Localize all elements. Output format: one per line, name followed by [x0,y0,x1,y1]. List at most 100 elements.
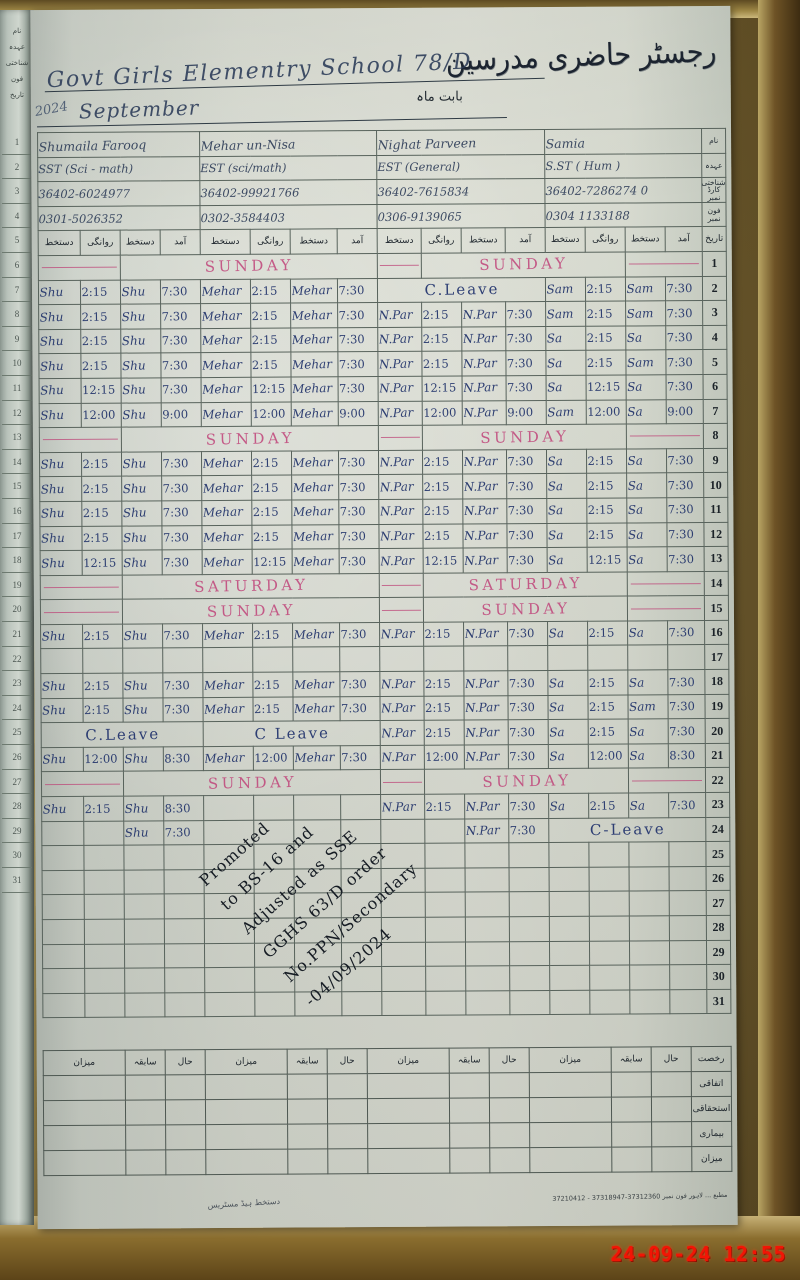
time-cell: 2:15 [250,352,292,378]
time-cell [253,794,294,821]
time-cell: 2:15 [586,448,627,474]
summary-blank-cell [367,1098,450,1124]
signature-cell: Sa [627,718,669,745]
row-date: 17 [704,644,729,670]
teacher-phone: 0304 1133188 [545,202,703,228]
time-cell: 7:30 [667,693,706,720]
summary-blank-cell [43,1150,126,1176]
row-date: 16 [704,620,729,646]
holiday-strike [42,266,117,269]
time-cell [341,892,382,919]
signature-cell: Shu [120,401,162,428]
time-cell [341,941,382,968]
desk-edge-right [758,0,800,1280]
teacher-name: Shumaila Farooq [37,130,200,159]
signature-cell [628,841,670,868]
row-date: 28 [706,915,731,941]
summary-row-label-rukhsat: رخصت [691,1046,732,1072]
signature-cell [464,842,510,869]
summary-col-sabqa: سابقہ [449,1047,490,1074]
signature-cell: Shu [41,795,85,822]
time-cell [84,968,125,994]
time-cell [589,989,631,1015]
signature-cell: Shu [120,303,162,330]
time-cell: 2:15 [82,672,124,699]
signature-cell: N.Par [379,670,425,697]
time-cell: 7:30 [668,792,706,818]
signature-cell [465,989,511,1016]
time-cell [254,893,295,919]
time-cell: 7:30 [162,672,204,698]
row-date: 4 [702,325,727,350]
time-cell [84,918,125,945]
signature-cell: Shu [123,795,165,822]
signature-cell: Mehar [201,475,253,502]
row-date: 6 [703,374,728,400]
time-cell: 7:30 [665,374,704,400]
signature-cell: Shu [121,549,163,576]
summary-blank-cell [449,1122,490,1149]
summary-blank-cell [529,1147,612,1173]
time-cell [163,844,205,870]
signature-cell: Shu [122,672,164,699]
holiday-strike [44,586,119,589]
summary-blank-cell [327,1123,368,1149]
summary-col-sabqa: سابقہ [611,1046,652,1073]
time-cell: 2:15 [422,449,463,475]
time-cell: 7:30 [666,472,705,498]
time-cell: 2:15 [423,670,465,697]
holiday-label-right: SATURDAY [423,570,628,599]
signature-cell [380,818,426,845]
signature-cell: Sam [625,300,667,327]
time-cell: 7:30 [666,546,705,572]
time-cell: 7:30 [338,523,380,550]
signature-cell [42,943,85,970]
summary-blank-cell [611,1096,652,1123]
time-cell [254,942,295,968]
signature-cell: Mehar [200,401,252,428]
signature-cell [379,646,425,673]
spine-row-number: 26 [2,745,32,770]
attendance-grid: Shumaila Farooq Mehar un-Nisa Nighat Parve… [37,127,731,1052]
signature-cell: Sa [547,719,589,745]
signature-cell: Mehar [200,302,252,329]
row-date: 14 [704,571,729,596]
time-cell: 2:15 [80,328,122,354]
signature-cell [294,966,343,993]
summary-blank-cell [489,1122,530,1148]
holiday-gap [38,255,121,281]
signature-cell [464,891,510,918]
signature-cell: N.Par [377,351,423,378]
time-cell [424,867,466,893]
row-date: 24 [705,817,730,842]
summary-blank-cell [205,1124,288,1150]
holiday-strike [43,439,118,441]
holiday-gap [41,771,124,797]
time-cell: 2:15 [81,476,122,502]
time-cell [669,989,708,1015]
signature-cell: Shu [121,475,163,502]
time-cell [669,939,707,966]
col-departure: روانگی [585,227,626,253]
time-cell: 7:30 [666,497,705,523]
signature-cell: N.Par [462,547,508,574]
summary-row-label: میزان [691,1146,732,1172]
time-cell [423,646,465,672]
signature-cell [381,965,427,992]
time-cell [508,842,550,868]
time-cell: 2:15 [585,276,626,302]
col-arrival: آمد [160,229,201,255]
signature-cell [203,794,255,821]
signature-cell [124,992,166,1018]
col-sign1: دستخط [120,230,161,256]
time-cell: 2:15 [424,719,465,746]
signature-cell: Sa [626,546,668,573]
summary-row-label: بیماری [691,1121,732,1147]
time-cell [509,940,550,967]
signature-cell: Mehar [291,548,340,575]
signature-cell: Mehar [290,376,339,403]
time-cell [82,648,124,674]
spine-row-number: 31 [2,868,32,893]
signature-cell [549,940,590,967]
time-cell: 2:15 [81,525,123,551]
